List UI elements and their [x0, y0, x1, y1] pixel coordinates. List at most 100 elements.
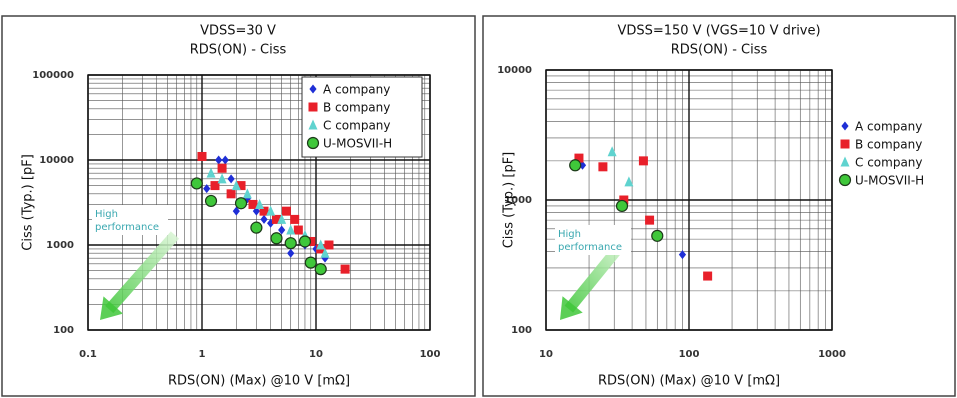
legend-box [301, 76, 423, 158]
y-tick-label: 100 [511, 325, 532, 336]
y-tick-label: 100 [53, 325, 74, 336]
x-tick-label: 100 [679, 349, 700, 360]
annotation: performance [95, 222, 159, 233]
data-point [678, 250, 687, 260]
y-tick-label: 10000 [497, 65, 532, 76]
data-point [569, 159, 582, 172]
data-point [206, 167, 216, 178]
data-point [267, 218, 275, 228]
data-point [221, 155, 229, 165]
data-point [651, 229, 664, 242]
data-point [324, 240, 334, 250]
legend-label: A company [323, 83, 390, 97]
data-point [320, 247, 330, 258]
legend-marker [840, 139, 850, 149]
data-point [340, 264, 350, 274]
data-point [290, 214, 300, 224]
data-point [304, 256, 317, 269]
x-tick-label: 1000 [818, 349, 846, 360]
data-point [227, 174, 235, 184]
data-point [638, 156, 648, 166]
data-point [210, 181, 220, 191]
data-point [607, 146, 617, 157]
legend-label: C company [855, 156, 923, 170]
x-tick-label: 1 [199, 349, 206, 360]
x-axis-label: RDS(ON) (Max) @10 V [mΩ] [598, 374, 780, 389]
data-point [316, 239, 326, 250]
performance-arrow-head [560, 296, 583, 320]
data-point [277, 213, 287, 224]
data-point [286, 224, 296, 235]
data-point [284, 237, 297, 250]
data-point [234, 197, 248, 210]
note-background [555, 225, 631, 255]
annotation: High [558, 229, 581, 240]
annotation: performance [558, 242, 622, 253]
data-point [298, 235, 312, 248]
data-point [242, 188, 252, 199]
data-point [293, 225, 303, 235]
data-point [226, 189, 236, 199]
y-tick-label: 100000 [32, 70, 74, 81]
x-tick-label: 10 [539, 349, 553, 360]
legend-marker [306, 136, 320, 150]
chart-title: VDSS=30 V [200, 24, 276, 39]
data-point [231, 180, 241, 191]
performance-arrow [105, 231, 180, 314]
data-point [217, 173, 227, 184]
data-point [281, 206, 291, 216]
data-point [215, 155, 223, 165]
data-point [314, 263, 327, 276]
data-point [598, 162, 608, 172]
legend-label: C company [323, 119, 391, 133]
chart-right: 10 100 1000 100 1000 10000 VDSS=150 V (VGS=10 … [497, 24, 924, 389]
chart-left: 0.1 1 10 100 100 1000 10000 100000 VDSS=30 V RDS(… [21, 24, 441, 389]
legend-marker [309, 84, 317, 94]
legend-marker [841, 121, 849, 131]
x-axis-label: RDS(ON) (Max) @10 V [mΩ] [168, 374, 350, 389]
data-point [203, 184, 211, 194]
data-point [278, 225, 286, 235]
data-point [645, 215, 655, 225]
data-point [259, 206, 269, 216]
data-point [266, 205, 276, 216]
legend-marker [308, 102, 318, 112]
legend-label: U-MOSVII-H [855, 174, 924, 188]
data-point [260, 214, 268, 224]
x-tick-label: 0.1 [79, 349, 97, 360]
legend-marker [840, 156, 850, 167]
y-tick-label: 1000 [504, 195, 532, 206]
data-point [217, 163, 227, 173]
note-background [92, 205, 168, 235]
x-tick-label: 100 [420, 349, 441, 360]
chart-subtitle: RDS(ON) - Ciss [190, 43, 287, 58]
legend-label: B company [855, 138, 922, 152]
data-point [703, 271, 713, 281]
legend-label: A company [855, 120, 922, 134]
data-point [287, 248, 295, 258]
y-tick-label: 1000 [46, 240, 74, 251]
legend-marker [838, 173, 852, 187]
data-point [190, 177, 203, 190]
performance-arrow-head [100, 296, 123, 320]
y-axis-label: Ciss (Typ.) [pF] [21, 154, 36, 251]
data-point [204, 194, 218, 208]
data-point [574, 153, 584, 163]
data-point [619, 195, 629, 205]
legend-label: U-MOSVII-H [323, 137, 392, 151]
y-tick-label: 10000 [39, 155, 74, 166]
data-point [236, 181, 246, 191]
data-point [624, 176, 634, 187]
data-point [250, 221, 263, 234]
data-point [248, 199, 258, 209]
data-point [255, 198, 265, 209]
x-tick-label: 10 [309, 349, 323, 360]
chart-title: VDSS=150 V (VGS=10 V drive) [617, 24, 820, 39]
legend-label: B company [323, 101, 390, 115]
data-point [232, 206, 240, 216]
data-point [271, 214, 281, 224]
data-point [270, 232, 283, 245]
annotation: High [95, 209, 118, 220]
data-point [197, 151, 207, 161]
